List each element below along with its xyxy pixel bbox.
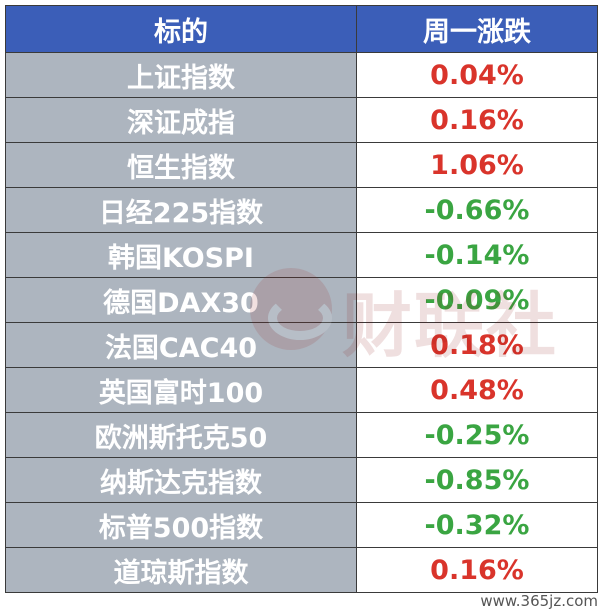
table-row: 道琼斯指数 0.16% bbox=[5, 547, 598, 593]
change-value-cell: -0.32% bbox=[356, 502, 598, 548]
index-name-cell: 深证成指 bbox=[5, 97, 357, 143]
index-name-cell: 标普500指数 bbox=[5, 502, 357, 548]
change-value-cell: 0.16% bbox=[356, 97, 598, 143]
index-name-cell: 道琼斯指数 bbox=[5, 547, 357, 593]
column-header-name: 标的 bbox=[5, 5, 357, 53]
table-row: 纳斯达克指数 -0.85% bbox=[5, 457, 598, 503]
change-value-cell: -0.25% bbox=[356, 412, 598, 458]
index-name-cell: 韩国KOSPI bbox=[5, 232, 357, 278]
table-row: 德国DAX30 -0.09% bbox=[5, 277, 598, 323]
table-row: 上证指数 0.04% bbox=[5, 52, 598, 98]
change-value-cell: 0.48% bbox=[356, 367, 598, 413]
site-watermark: www.365jz.com bbox=[480, 592, 598, 610]
change-value-cell: 0.18% bbox=[356, 322, 598, 368]
index-name-cell: 上证指数 bbox=[5, 52, 357, 98]
table-row: 深证成指 0.16% bbox=[5, 97, 598, 143]
change-value-cell: -0.85% bbox=[356, 457, 598, 503]
table-row: 法国CAC40 0.18% bbox=[5, 322, 598, 368]
change-value-cell: 0.16% bbox=[356, 547, 598, 593]
table-header-row: 标的 周一涨跌 bbox=[5, 5, 598, 53]
table-row: 韩国KOSPI -0.14% bbox=[5, 232, 598, 278]
index-name-cell: 恒生指数 bbox=[5, 142, 357, 188]
index-name-cell: 法国CAC40 bbox=[5, 322, 357, 368]
change-value-cell: 0.04% bbox=[356, 52, 598, 98]
table-row: 恒生指数 1.06% bbox=[5, 142, 598, 188]
change-value-cell: 1.06% bbox=[356, 142, 598, 188]
column-header-change: 周一涨跌 bbox=[356, 5, 598, 53]
index-name-cell: 日经225指数 bbox=[5, 187, 357, 233]
index-name-cell: 德国DAX30 bbox=[5, 277, 357, 323]
index-name-cell: 英国富时100 bbox=[5, 367, 357, 413]
table-row: 日经225指数 -0.66% bbox=[5, 187, 598, 233]
change-value-cell: -0.09% bbox=[356, 277, 598, 323]
change-value-cell: -0.14% bbox=[356, 232, 598, 278]
index-change-table: 标的 周一涨跌 上证指数 0.04% 深证成指 0.16% 恒生指数 1.06% 日经225… bbox=[5, 5, 598, 593]
table-row: 英国富时100 0.48% bbox=[5, 367, 598, 413]
table-row: 标普500指数 -0.32% bbox=[5, 502, 598, 548]
table-row: 欧洲斯托克50 -0.25% bbox=[5, 412, 598, 458]
index-name-cell: 纳斯达克指数 bbox=[5, 457, 357, 503]
change-value-cell: -0.66% bbox=[356, 187, 598, 233]
index-name-cell: 欧洲斯托克50 bbox=[5, 412, 357, 458]
